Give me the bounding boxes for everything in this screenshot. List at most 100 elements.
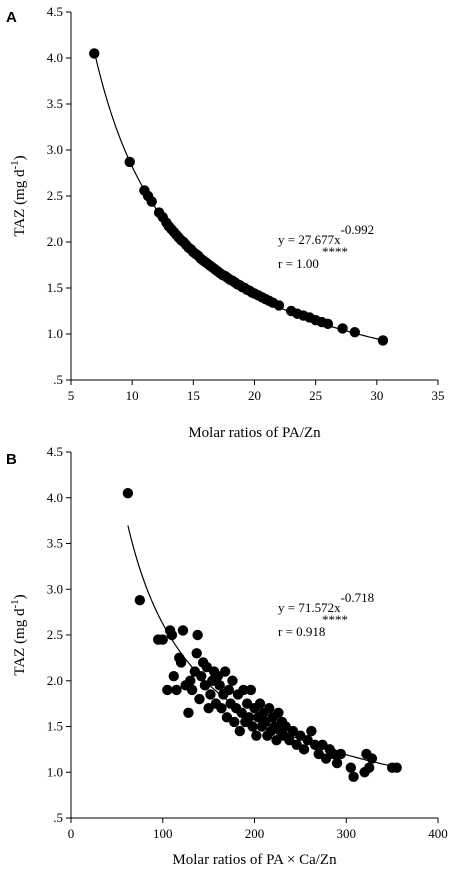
x-tick-label: 20 [248, 388, 261, 403]
data-point [337, 323, 348, 334]
data-point [254, 698, 266, 709]
x-axis-title: Molar ratios of PA/Zn [188, 425, 321, 441]
data-point [192, 629, 203, 641]
data-point [306, 725, 317, 737]
data-point [205, 689, 216, 700]
fit-equation: y = 71.572x-0.718 [278, 590, 374, 615]
y-axis-title-main: TAZ (mg d [12, 169, 28, 237]
data-point [122, 487, 134, 499]
data-point [157, 634, 168, 645]
data-point [191, 648, 202, 659]
y-tick-label: 3.0 [47, 581, 63, 596]
data-point [185, 675, 196, 686]
fit-equation: y = 27.677x-0.992 [278, 222, 374, 247]
data-point [171, 684, 182, 696]
y-tick-label: 1.5 [47, 719, 63, 734]
data-point [168, 670, 179, 682]
x-tick-label: 5 [68, 388, 75, 403]
data-point [177, 625, 189, 636]
panel-letter: B [6, 451, 17, 468]
data-point [124, 156, 135, 168]
x-axis-title: Molar ratios of PA × Ca/Zn [172, 852, 337, 868]
significance-stars: **** [322, 244, 348, 259]
y-tick-label: 2.0 [47, 673, 63, 688]
data-point [298, 744, 310, 755]
y-tick-label: 2.0 [47, 234, 63, 249]
data-point [234, 725, 246, 737]
data-point [363, 762, 375, 773]
fit-equation-base: y = 71.572x [278, 600, 341, 615]
data-point [349, 326, 361, 338]
data-point [348, 771, 359, 783]
y-axis-title: TAZ (mg d-1) [9, 155, 28, 236]
y-axis-title-close: ) [12, 594, 28, 599]
x-tick-label: 10 [126, 388, 139, 403]
data-point [229, 716, 240, 728]
data-point [196, 670, 207, 682]
y-tick-label: .5 [53, 810, 63, 825]
data-point [391, 762, 402, 773]
y-tick-label: 4.0 [47, 490, 63, 505]
panel-letter: A [6, 9, 17, 26]
data-point [134, 595, 146, 606]
panel-a: A .5 1.0 1.5 2.0 2.5 3.0 3.5 4.0 4.5 5 10 15 20 25 30 35… [6, 4, 445, 441]
significance-stars: **** [322, 612, 348, 627]
data-point [331, 757, 343, 769]
x-tick-label: 15 [187, 388, 200, 403]
fit-curve [93, 51, 384, 341]
x-tick-label: 400 [428, 826, 448, 841]
data-point [219, 666, 231, 677]
data-point [377, 335, 389, 346]
data-point [345, 762, 357, 773]
y-tick-label: 4.5 [47, 4, 63, 19]
data-point [263, 703, 275, 714]
data-point [273, 300, 285, 311]
y-axis-title: TAZ (mg d-1) [9, 594, 28, 675]
x-tick-label: 100 [153, 826, 173, 841]
data-point [251, 730, 262, 741]
fit-equation-exponent: -0.992 [341, 222, 375, 237]
fit-equation-base: y = 27.677x [278, 232, 341, 247]
data-point [146, 196, 157, 207]
y-axis-title-sup: -1 [9, 160, 21, 169]
data-point [214, 680, 225, 691]
y-tick-label: 1.0 [47, 326, 63, 341]
data-point [309, 739, 321, 750]
y-axis-title-close: ) [12, 155, 28, 160]
data-point [273, 707, 284, 718]
data-point [245, 684, 257, 696]
y-tick-label: .5 [53, 372, 63, 387]
data-point [238, 684, 249, 696]
data-point [322, 318, 334, 330]
x-tick-label: 0 [68, 826, 75, 841]
y-tick-label: 2.5 [47, 188, 63, 203]
data-point [89, 48, 100, 59]
data-point [247, 721, 258, 732]
data-point [166, 629, 178, 641]
fit-equation-exponent: -0.718 [341, 590, 375, 605]
y-axis-title-main: TAZ (mg d [12, 608, 28, 676]
data-point [223, 684, 235, 696]
y-tick-label: 2.5 [47, 627, 63, 642]
y-axis-title-sup: -1 [9, 599, 21, 608]
y-tick-label: 1.0 [47, 764, 63, 779]
correlation-r: r = 0.918 [278, 624, 325, 639]
data-point [186, 684, 198, 696]
x-tick-label: 25 [309, 388, 322, 403]
data-point [216, 703, 227, 714]
data-point [366, 753, 378, 764]
data-point [175, 657, 187, 668]
panel-b: B .5 1.0 1.5 2.0 2.5 3.0 3.5 4.0 4.5 0 100 200 300 400… [6, 444, 448, 868]
data-point [227, 675, 238, 686]
y-tick-label: 3.5 [47, 96, 63, 111]
data-point [194, 693, 205, 705]
y-tick-label: 4.0 [47, 50, 63, 65]
data-point [162, 684, 173, 696]
correlation-r: r = 1.00 [278, 256, 319, 271]
data-point [328, 748, 339, 760]
data-point [243, 712, 255, 723]
data-point [335, 748, 346, 760]
x-tick-label: 35 [432, 388, 445, 403]
y-tick-label: 3.5 [47, 536, 63, 551]
